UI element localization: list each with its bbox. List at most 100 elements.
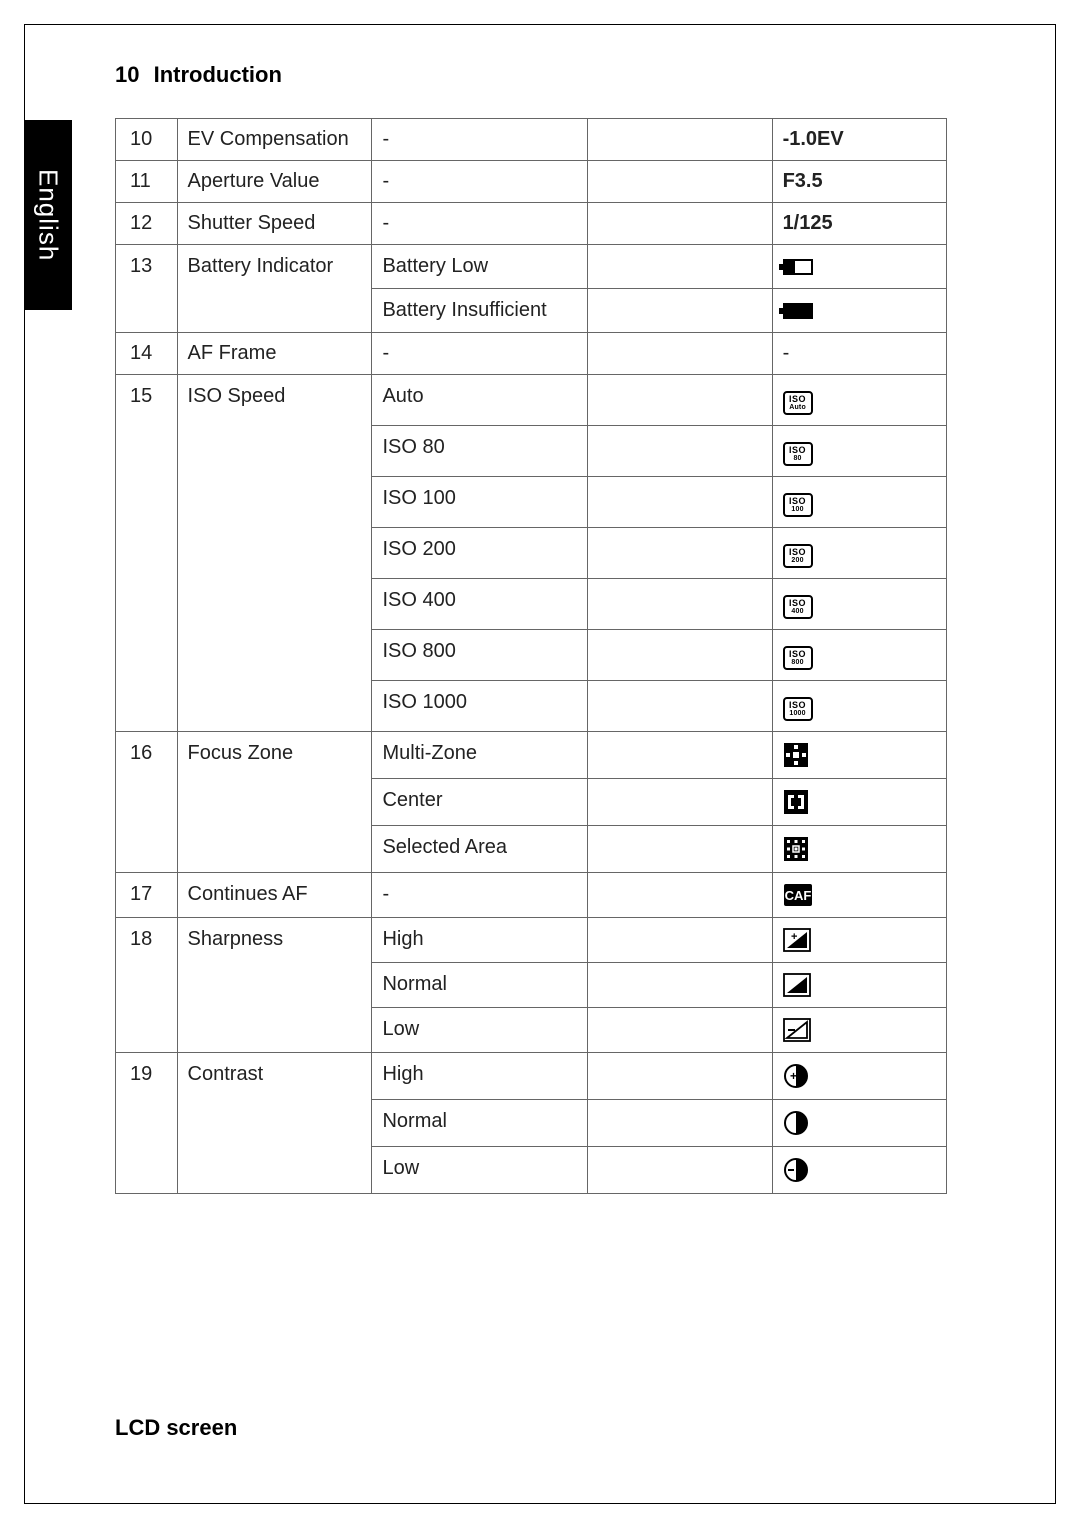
cell-num: 11 xyxy=(116,161,178,203)
table-row: 16Focus ZoneMulti-Zone xyxy=(116,732,947,779)
icon-text: - xyxy=(783,342,790,364)
cell-icon xyxy=(772,779,946,826)
cell-icon: CAF xyxy=(772,873,946,918)
cell-blank xyxy=(587,1053,772,1100)
table-row: 10EV Compensation--1.0EV xyxy=(116,119,947,161)
cell-blank xyxy=(587,630,772,681)
cell-icon: ISOAuto xyxy=(772,375,946,426)
cell-desc: ISO 100 xyxy=(372,477,587,528)
settings-table: 10EV Compensation--1.0EV11Aperture Value… xyxy=(115,118,947,1194)
cell-name: Continues AF xyxy=(177,873,372,918)
cell-desc: ISO 1000 xyxy=(372,681,587,732)
svg-text:+: + xyxy=(790,1069,797,1083)
cell-name: Shutter Speed xyxy=(177,203,372,245)
sharp-normal-icon xyxy=(783,973,811,995)
cell-desc: ISO 80 xyxy=(372,426,587,477)
cell-blank xyxy=(587,528,772,579)
cell-name: Battery Indicator xyxy=(177,245,372,333)
cell-icon: -1.0EV xyxy=(772,119,946,161)
cell-num: 14 xyxy=(116,333,178,375)
cell-icon: ISO80 xyxy=(772,426,946,477)
cell-icon: ISO200 xyxy=(772,528,946,579)
table-row: 17Continues AF- CAF xyxy=(116,873,947,918)
cell-desc: Low xyxy=(372,1147,587,1194)
settings-table-wrap: 10EV Compensation--1.0EV11Aperture Value… xyxy=(115,118,947,1194)
icon-text: -1.0EV xyxy=(783,128,844,150)
cell-icon xyxy=(772,963,946,1008)
cell-icon xyxy=(772,826,946,873)
language-tab: English xyxy=(24,120,72,310)
cell-blank xyxy=(587,681,772,732)
focus-selected-icon xyxy=(783,837,809,859)
icon-text: F3.5 xyxy=(783,170,823,192)
cell-desc: Battery Insufficient xyxy=(372,289,587,333)
cell-blank xyxy=(587,779,772,826)
cell-blank xyxy=(587,918,772,963)
cell-icon: ISO1000 xyxy=(772,681,946,732)
table-row: 12Shutter Speed-1/125 xyxy=(116,203,947,245)
table-row: 18SharpnessHigh + xyxy=(116,918,947,963)
cell-desc: Selected Area xyxy=(372,826,587,873)
cell-icon: 1/125 xyxy=(772,203,946,245)
page-number: 10 xyxy=(115,62,139,87)
sharp-low-icon xyxy=(783,1018,811,1040)
caf-icon: CAF xyxy=(783,883,813,905)
contrast-normal-icon xyxy=(783,1111,809,1133)
battery-low-icon xyxy=(783,259,813,275)
page-header: 10 Introduction xyxy=(115,62,282,88)
cell-name: EV Compensation xyxy=(177,119,372,161)
iso-icon: ISO400 xyxy=(783,595,813,619)
focus-center-icon xyxy=(783,790,809,812)
cell-name: Contrast xyxy=(177,1053,372,1194)
cell-desc: Auto xyxy=(372,375,587,426)
cell-num: 16 xyxy=(116,732,178,873)
iso-icon: ISO200 xyxy=(783,544,813,568)
cell-blank xyxy=(587,119,772,161)
cell-blank xyxy=(587,732,772,779)
cell-blank xyxy=(587,477,772,528)
cell-name: Aperture Value xyxy=(177,161,372,203)
cell-num: 18 xyxy=(116,918,178,1053)
cell-icon xyxy=(772,1100,946,1147)
cell-desc: High xyxy=(372,918,587,963)
table-row: 11Aperture Value- F3.5 xyxy=(116,161,947,203)
focus-multi-icon xyxy=(783,743,809,765)
cell-desc: - xyxy=(372,333,587,375)
cell-blank xyxy=(587,245,772,289)
cell-blank xyxy=(587,826,772,873)
cell-icon: ISO400 xyxy=(772,579,946,630)
iso-icon: ISO1000 xyxy=(783,697,813,721)
cell-desc: Low xyxy=(372,1008,587,1053)
cell-blank xyxy=(587,1147,772,1194)
cell-blank xyxy=(587,203,772,245)
cell-icon: - xyxy=(772,333,946,375)
cell-icon: ISO800 xyxy=(772,630,946,681)
cell-desc: Battery Low xyxy=(372,245,587,289)
cell-name: Sharpness xyxy=(177,918,372,1053)
cell-desc: - xyxy=(372,161,587,203)
iso-icon: ISO100 xyxy=(783,493,813,517)
cell-icon xyxy=(772,1147,946,1194)
cell-blank xyxy=(587,873,772,918)
cell-blank xyxy=(587,579,772,630)
cell-num: 17 xyxy=(116,873,178,918)
cell-desc: - xyxy=(372,119,587,161)
cell-desc: Multi-Zone xyxy=(372,732,587,779)
cell-blank xyxy=(587,289,772,333)
contrast-low-icon xyxy=(783,1158,809,1180)
cell-icon: + xyxy=(772,918,946,963)
lcd-screen-heading: LCD screen xyxy=(115,1415,237,1441)
icon-text: 1/125 xyxy=(783,212,833,234)
cell-desc: ISO 400 xyxy=(372,579,587,630)
table-row: 19ContrastHigh + xyxy=(116,1053,947,1100)
cell-name: Focus Zone xyxy=(177,732,372,873)
iso-icon: ISO80 xyxy=(783,442,813,466)
cell-blank xyxy=(587,161,772,203)
page-title: Introduction xyxy=(154,62,282,87)
cell-desc: - xyxy=(372,203,587,245)
cell-num: 13 xyxy=(116,245,178,333)
battery-insufficient-icon xyxy=(783,303,813,319)
cell-icon: ISO100 xyxy=(772,477,946,528)
iso-icon: ISO800 xyxy=(783,646,813,670)
cell-blank xyxy=(587,426,772,477)
